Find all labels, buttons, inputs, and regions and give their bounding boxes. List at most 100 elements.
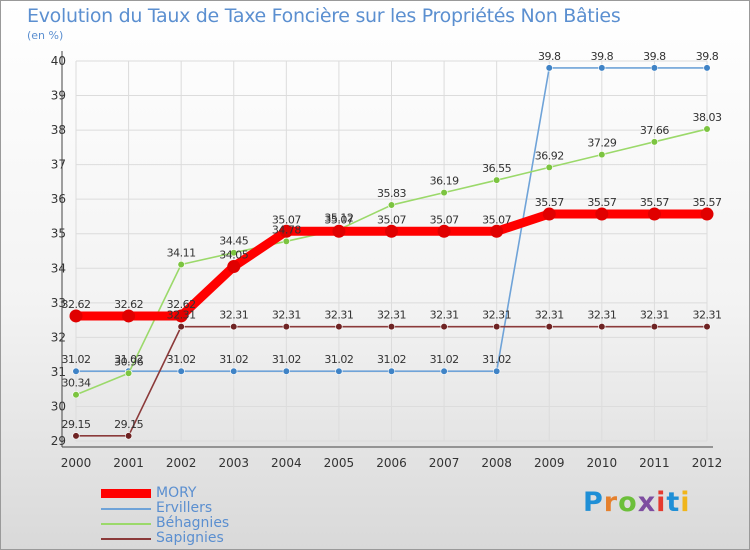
- data-labels: 31.02 31.02 31.02 31.02 31.02 31.02 31.02 31.02…: [62, 50, 723, 431]
- data-point: [282, 323, 290, 331]
- data-point: [493, 176, 501, 184]
- x-tick-label: 2010: [587, 456, 618, 470]
- y-tick-label: 38: [51, 123, 66, 137]
- x-tick-label: 2008: [481, 456, 512, 470]
- data-point: [387, 201, 396, 209]
- data-point: [437, 224, 451, 238]
- data-point: [122, 309, 136, 323]
- data-point: [177, 367, 185, 375]
- legend-label: Ervillers: [156, 500, 213, 516]
- data-label: 37.66: [640, 124, 669, 137]
- data-label: 36.19: [430, 175, 459, 188]
- data-label: 38.03: [693, 111, 722, 124]
- data-label: 32.31: [693, 309, 722, 322]
- data-label: 32.62: [62, 298, 91, 311]
- legend-swatch: [101, 523, 151, 525]
- data-point: [282, 237, 290, 245]
- data-point: [335, 367, 343, 375]
- data-point: [700, 207, 714, 221]
- data-label: 35.57: [587, 196, 616, 209]
- data-point: [598, 151, 606, 159]
- data-point: [650, 323, 659, 331]
- data-label: 35.07: [324, 213, 353, 226]
- data-label: 39.8: [643, 50, 666, 63]
- data-label: 37.29: [587, 137, 616, 150]
- x-tick-label: 2006: [376, 456, 407, 470]
- legend-swatch: [101, 489, 151, 498]
- data-label: 35.07: [482, 213, 511, 226]
- x-tick-label: 2005: [324, 456, 355, 470]
- data-label: 32.31: [430, 309, 459, 322]
- legend-swatch: [101, 508, 151, 510]
- data-point: [493, 367, 501, 375]
- brand-letter: r: [603, 487, 619, 518]
- data-point: [493, 323, 501, 331]
- data-label: 32.62: [167, 298, 196, 311]
- x-tick-label: 2012: [692, 456, 723, 470]
- legend-label: Béhagnies: [156, 515, 230, 531]
- data-point: [598, 323, 606, 331]
- legend-swatch: [101, 538, 151, 540]
- data-point: [335, 323, 343, 331]
- data-point: [650, 64, 659, 72]
- x-tick-label: 2000: [61, 456, 92, 470]
- chart-title: Evolution du Taux de Taxe Foncière sur l…: [27, 5, 621, 27]
- data-point: [440, 189, 448, 197]
- data-label: 39.8: [591, 50, 614, 63]
- brand-letter: i: [680, 487, 691, 518]
- y-tick-label: 40: [51, 54, 66, 68]
- x-tick-label: 2011: [639, 456, 670, 470]
- y-tick-label: 29: [51, 434, 66, 448]
- data-label: 31.02: [482, 353, 511, 366]
- data-label: 31.02: [324, 353, 353, 366]
- data-point: [124, 369, 133, 377]
- data-label: 35.57: [535, 196, 564, 209]
- data-label: 35.57: [640, 196, 669, 209]
- data-label: 39.8: [696, 50, 719, 63]
- data-label: 36.92: [535, 149, 564, 162]
- data-label: 34.11: [167, 246, 196, 259]
- data-point: [332, 224, 346, 238]
- data-label: 31.02: [272, 353, 301, 366]
- data-point: [650, 138, 659, 146]
- data-label: 32.31: [219, 309, 248, 322]
- data-label: 29.15: [62, 418, 91, 431]
- y-tick-label: 37: [51, 158, 66, 172]
- data-point: [387, 323, 396, 331]
- data-point: [72, 367, 80, 375]
- x-tick-label: 2003: [218, 456, 249, 470]
- data-point: [703, 125, 711, 133]
- data-point: [703, 323, 711, 331]
- x-tick-label: 2001: [113, 456, 144, 470]
- data-label: 34.05: [219, 249, 248, 262]
- data-point: [542, 207, 556, 221]
- x-tick-label: 2004: [271, 456, 302, 470]
- legend-label: Sapignies: [156, 530, 224, 546]
- data-point: [440, 323, 448, 331]
- data-point: [385, 224, 398, 238]
- data-label: 32.31: [535, 309, 564, 322]
- data-label: 35.57: [693, 196, 722, 209]
- data-point: [124, 432, 133, 440]
- data-label: 35.83: [377, 187, 406, 200]
- data-label: 31.02: [114, 353, 143, 366]
- legend-label: MORY: [156, 485, 197, 501]
- y-tick-label: 34: [51, 261, 66, 275]
- chart-unit-label: (en %): [27, 29, 64, 42]
- brand-letter: P: [583, 487, 604, 518]
- data-label: 32.31: [272, 309, 301, 322]
- y-tick-label: 39: [51, 89, 66, 103]
- data-point: [69, 309, 83, 323]
- data-point: [227, 260, 241, 274]
- data-label: 30.96: [114, 355, 143, 368]
- data-label: 34.78: [272, 223, 301, 236]
- data-label: 36.55: [482, 162, 511, 175]
- data-point: [703, 64, 711, 72]
- data-point: [595, 207, 609, 221]
- data-label: 30.34: [62, 377, 91, 390]
- brand-letter: x: [637, 487, 657, 518]
- data-point: [72, 391, 80, 399]
- data-point: [647, 207, 661, 221]
- data-point: [490, 224, 504, 238]
